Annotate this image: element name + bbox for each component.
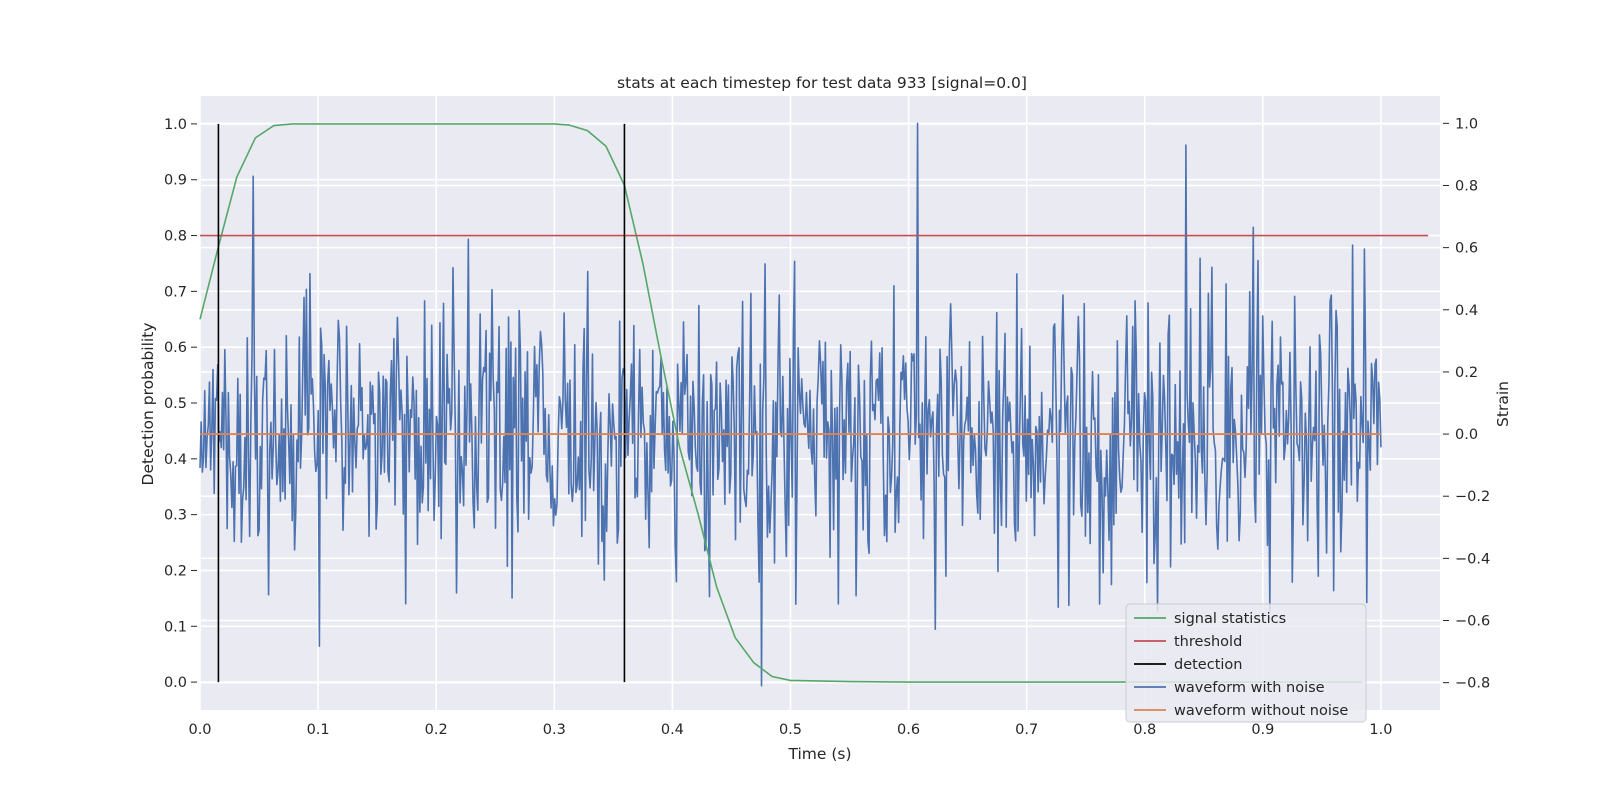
y-right-tick-label: 0.4 xyxy=(1455,303,1478,319)
chart-title: stats at each timestep for test data 933… xyxy=(617,74,1027,92)
x-axis-label: Time (s) xyxy=(787,745,851,763)
y-tick-label: 0.9 xyxy=(164,173,187,189)
y-axis-left-ticks: 0.0 0.1 0.2 0.3 0.4 0.5 0.6 0.7 0.8 0.9 1.0 xyxy=(164,117,197,691)
y-right-tick-label: −0.8 xyxy=(1455,676,1490,692)
y-tick-label: 0.1 xyxy=(164,619,187,635)
y-right-tick-label: 0.6 xyxy=(1455,241,1478,257)
legend-label: threshold xyxy=(1174,634,1242,650)
legend-label: waveform with noise xyxy=(1174,680,1325,696)
y-tick-label: 0.4 xyxy=(164,452,187,468)
series-signal-statistics xyxy=(199,123,1363,683)
legend-label: detection xyxy=(1174,657,1242,673)
y-tick-label: 0.6 xyxy=(164,340,187,356)
legend-label: signal statistics xyxy=(1174,611,1286,627)
y-tick-label: 0.0 xyxy=(164,675,187,691)
y-axis-right-ticks: −0.8 −0.6 −0.4 −0.2 0.0 0.2 0.4 0.6 0.8 1.0 xyxy=(1443,116,1490,692)
y-tick-label: 0.5 xyxy=(164,396,187,412)
legend-box xyxy=(1125,603,1367,723)
y-right-tick-label: −0.6 xyxy=(1455,614,1490,630)
x-tick-label: 0.1 xyxy=(307,722,330,738)
x-tick-label: 0.9 xyxy=(1251,722,1274,738)
series-waveform-with-noise xyxy=(199,122,1382,687)
x-tick-label: 0.3 xyxy=(543,722,566,738)
y-tick-label: 0.3 xyxy=(164,508,187,524)
x-axis-ticks: 0.0 0.1 0.2 0.3 0.4 0.5 0.6 0.7 0.8 0.9 1.0 xyxy=(188,722,1392,738)
x-tick-label: 0.5 xyxy=(779,722,802,738)
y-right-tick-label: 1.0 xyxy=(1455,116,1478,132)
y-tick-label: 0.7 xyxy=(164,284,187,300)
legend: signal statistics threshold detection wavef… xyxy=(1125,603,1367,723)
x-tick-label: 0.6 xyxy=(897,722,920,738)
legend-label: waveform without noise xyxy=(1174,703,1348,719)
y-right-tick-label: 0.0 xyxy=(1455,427,1478,443)
y-right-tick-label: 0.8 xyxy=(1455,178,1478,194)
y-axis-label: Detection probability xyxy=(139,323,157,486)
y-tick-label: 0.2 xyxy=(164,563,187,579)
x-tick-label: 0.7 xyxy=(1015,722,1038,738)
y-right-tick-label: −0.4 xyxy=(1455,551,1490,567)
y-right-tick-label: −0.2 xyxy=(1455,489,1490,505)
x-tick-label: 0.0 xyxy=(188,722,211,738)
x-tick-label: 1.0 xyxy=(1369,722,1392,738)
y-tick-label: 0.8 xyxy=(164,229,187,245)
y-tick-label: 1.0 xyxy=(164,117,187,133)
series-layer xyxy=(199,122,1429,687)
x-tick-label: 0.8 xyxy=(1133,722,1156,738)
y-right-tick-label: 0.2 xyxy=(1455,365,1478,381)
x-tick-label: 0.2 xyxy=(425,722,448,738)
x-tick-label: 0.4 xyxy=(661,722,684,738)
y-axis-right-label: Strain xyxy=(1494,381,1512,427)
